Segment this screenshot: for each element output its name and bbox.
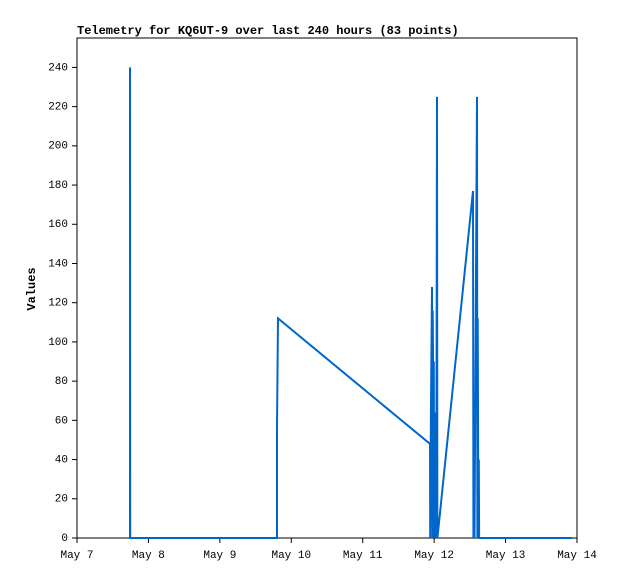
y-tick-label: 80 <box>55 376 68 388</box>
chart-title: Telemetry for KQ6UT-9 over last 240 hour… <box>77 24 459 38</box>
data-line <box>129 67 572 539</box>
y-tick-label: 140 <box>48 258 68 270</box>
y-tick-label: 100 <box>48 337 68 349</box>
y-axis-label: Values <box>25 267 39 310</box>
y-tick-label: 60 <box>55 415 68 427</box>
y-tick-label: 180 <box>48 180 68 192</box>
x-tick-label: May 13 <box>486 550 526 562</box>
y-tick-label: 240 <box>48 62 68 74</box>
x-tick-label: May 11 <box>343 550 383 562</box>
y-tick-label: 120 <box>48 298 68 310</box>
y-tick-label: 40 <box>55 454 68 466</box>
x-tick-label: May 12 <box>414 550 454 562</box>
y-tick-label: 200 <box>48 141 68 153</box>
y-tick-label: 160 <box>48 219 68 231</box>
y-tick-label: 0 <box>61 533 68 545</box>
x-tick-label: May 9 <box>203 550 236 562</box>
x-tick-label: May 10 <box>271 550 311 562</box>
y-tick-label: 20 <box>55 494 68 506</box>
x-tick-label: May 7 <box>60 550 93 562</box>
y-tick-label: 220 <box>48 102 68 114</box>
x-tick-label: May 14 <box>557 550 597 562</box>
plot-frame <box>76 37 578 539</box>
x-tick-label: May 8 <box>132 550 165 562</box>
